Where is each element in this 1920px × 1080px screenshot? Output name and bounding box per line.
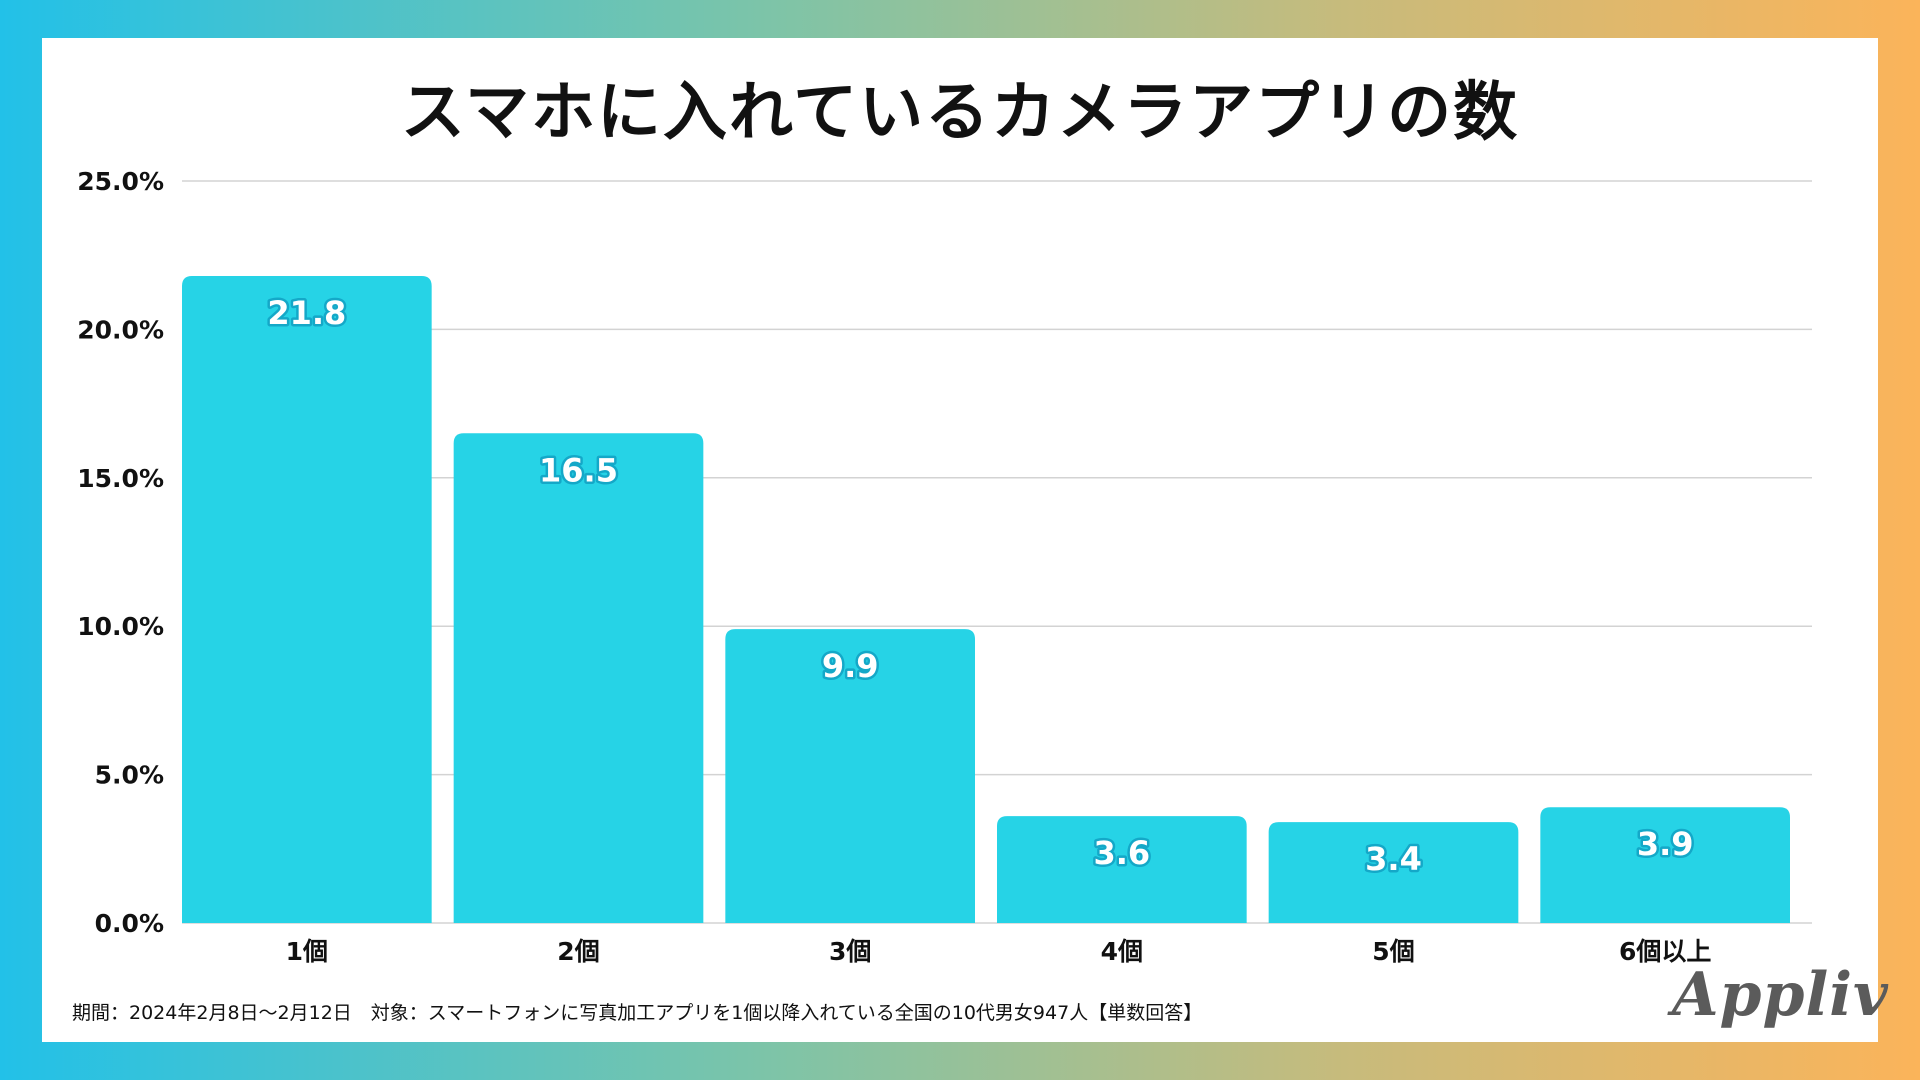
y-tick-label: 10.0% (77, 612, 164, 641)
bar (1268, 822, 1519, 923)
appliv-logo: Appliv (1672, 960, 1889, 1030)
bar (725, 629, 975, 923)
data-label: 21.8 (267, 294, 346, 332)
x-tick-label: 5個 (1372, 937, 1414, 966)
bar (1540, 807, 1790, 923)
x-tick-label: 4個 (1101, 937, 1143, 966)
data-label: 3.9 (1637, 825, 1694, 863)
y-tick-label: 5.0% (95, 761, 164, 790)
y-tick-label: 0.0% (95, 909, 164, 938)
x-tick-label: 6個以上 (1619, 937, 1711, 966)
data-label: 9.9 (822, 647, 879, 685)
footnote: 期間：2024年2月8日〜2月12日 対象：スマートフォンに写真加工アプリを1個… (72, 1002, 1203, 1024)
chart-card: スマホに入れているカメラアプリの数 0.0% 5.0% 10.0% 15.0% 20.0… (42, 38, 1888, 1042)
data-label: 3.6 (1093, 834, 1150, 872)
x-tick-label: 3個 (829, 937, 871, 966)
data-label: 16.5 (539, 451, 618, 489)
chart-title: スマホに入れているカメラアプリの数 (400, 76, 1520, 150)
y-tick-label: 15.0% (77, 464, 164, 493)
y-tick-label: 25.0% (77, 167, 164, 196)
y-tick-label: 20.0% (77, 315, 164, 344)
bar (997, 816, 1247, 923)
data-label: 3.4 (1365, 840, 1422, 878)
x-tick-label: 2個 (557, 937, 599, 966)
bar (182, 275, 432, 923)
bar (453, 433, 704, 923)
bar-chart: 0.0% 5.0% 10.0% 15.0% 20.0% 25.0% 21.8 1個 16.5 2個… (77, 167, 1812, 966)
x-tick-label: 1個 (286, 937, 328, 966)
